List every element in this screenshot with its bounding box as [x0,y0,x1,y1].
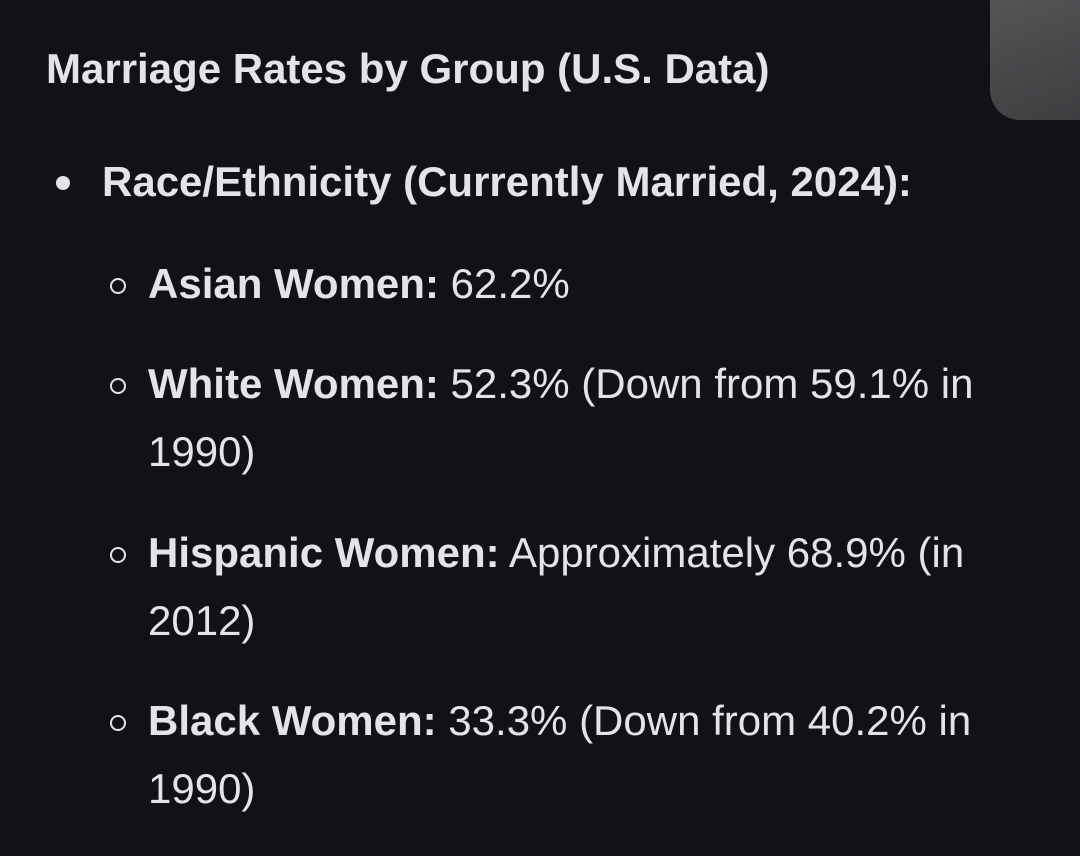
list-item-hispanic-women: Hispanic Women: Approximately 68.9% (in … [110,519,1028,655]
bullet-ring-icon [110,378,126,394]
list-item-asian-women: Asian Women: 62.2% [110,250,1028,318]
list-item-black-women: Black Women: 33.3% (Down from 40.2% in 1… [110,687,1028,823]
list-item-white-women: White Women: 52.3% (Down from 59.1% in 1… [110,350,1028,486]
item-value: Approximately 68.9% (in 2012) [148,529,965,644]
item-value: 62.2% [438,260,570,307]
item-value: 52.3% (Down from 59.1% in 1990) [148,360,974,475]
item-label: White Women: [148,360,439,407]
overlay-thumbnail[interactable] [990,0,1080,120]
bullet-ring-icon [110,278,126,294]
item-label: Black Women: [148,697,437,744]
list-item-race-ethnicity: Race/Ethnicity (Currently Married, 2024)… [102,158,912,205]
item-label: Asian Women: [148,260,439,307]
section-heading: Marriage Rates by Group (U.S. Data) [46,45,770,92]
item-label: Hispanic Women: [148,529,500,576]
bullet-ring-icon [110,547,126,563]
bullet-ring-icon [110,715,126,731]
item-value: 33.3% (Down from 40.2% in 1990) [148,697,972,812]
bullet-dot-icon [56,176,70,190]
